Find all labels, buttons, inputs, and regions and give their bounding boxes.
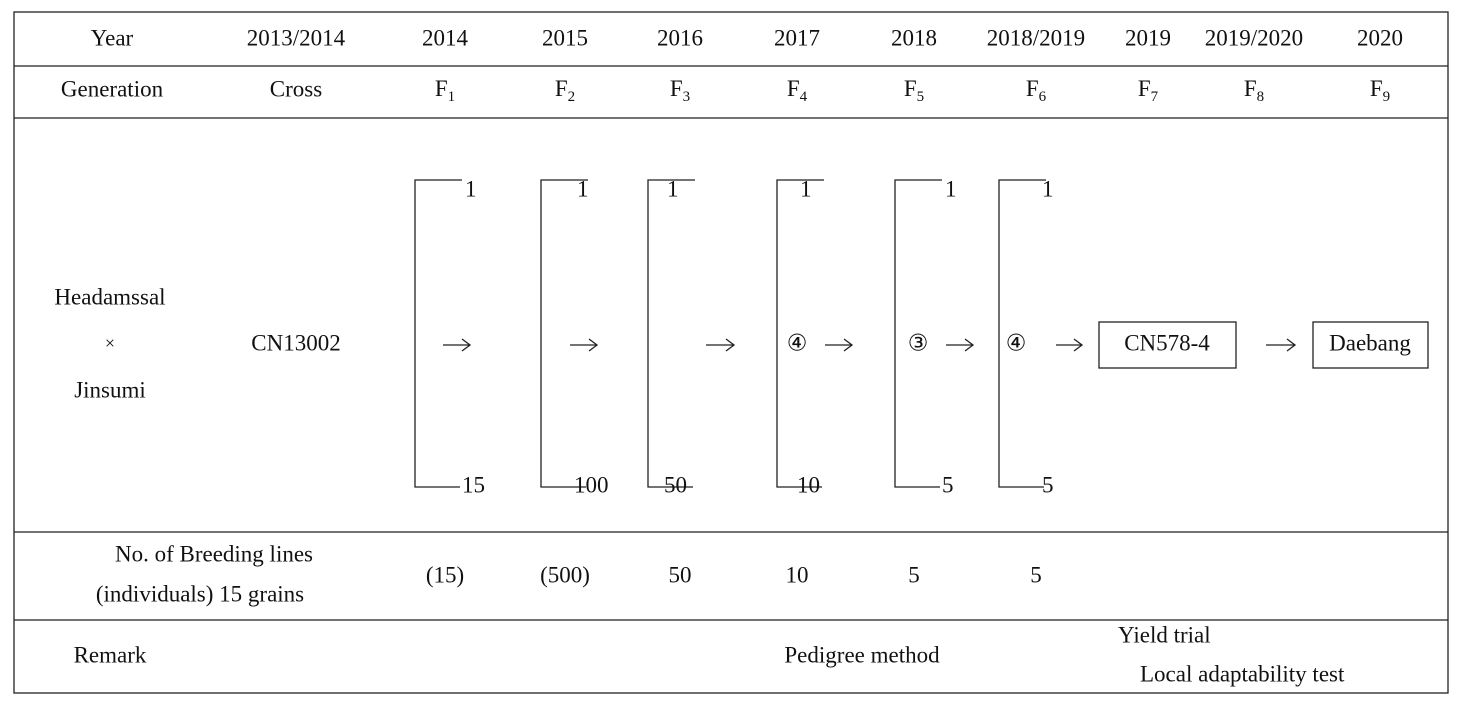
generation-letter: F	[555, 76, 568, 101]
selected-count: ④	[787, 330, 808, 355]
generation-subscript: 8	[1257, 89, 1265, 105]
arrow	[825, 338, 854, 352]
selected-count: ③	[908, 330, 929, 355]
bracket	[540, 179, 588, 488]
year: 2018/2019	[987, 25, 1085, 50]
row-label: No. of Breeding lines	[115, 541, 313, 566]
table-border	[13, 11, 1449, 694]
generation-letter: F	[1026, 76, 1039, 101]
row-label: (individuals) 15 grains	[96, 581, 304, 606]
generation-letter: F	[1138, 76, 1151, 101]
arrow	[1056, 338, 1084, 352]
generation: F2	[555, 76, 575, 105]
arrow	[443, 338, 472, 352]
generation-subscript: 9	[1383, 89, 1391, 105]
cross-sign: ×	[105, 333, 115, 353]
generation-subscript: 5	[917, 89, 925, 105]
row-label: Remark	[74, 642, 147, 667]
bracket	[998, 179, 1046, 488]
bracket-top: 1	[577, 176, 589, 201]
bracket-top: 1	[667, 176, 679, 201]
generation: F5	[904, 76, 924, 105]
year: 2018	[891, 25, 937, 50]
generation-letter: F	[904, 76, 917, 101]
variety-name: Daebang	[1329, 330, 1411, 355]
generation: F3	[670, 76, 690, 105]
row-label: Generation	[61, 76, 164, 101]
generation: F1	[435, 76, 455, 105]
generation-letter: F	[1370, 76, 1383, 101]
parent: Headamssal	[54, 284, 165, 309]
year: 2019/2020	[1205, 25, 1303, 50]
arrow	[706, 338, 736, 352]
line-count: (15)	[426, 562, 464, 587]
cross-label: Cross	[270, 76, 322, 101]
generation-letter: F	[435, 76, 448, 101]
variety-box	[1312, 321, 1429, 369]
generation-subscript: 2	[568, 89, 576, 105]
bracket-bottom: 5	[1042, 472, 1054, 497]
bracket-top: 1	[800, 176, 812, 201]
year: 2013/2014	[247, 25, 346, 50]
arrow	[1266, 338, 1297, 352]
generation: F4	[787, 76, 808, 105]
bracket-top: 1	[945, 176, 957, 201]
arrow	[570, 338, 599, 352]
year: 2020	[1357, 25, 1403, 50]
generation: F7	[1138, 76, 1159, 105]
bracket-bottom: 50	[664, 472, 687, 497]
line-count: 5	[1030, 562, 1042, 587]
generation-letter: F	[787, 76, 800, 101]
bracket-bottom: 5	[942, 472, 954, 497]
bracket	[414, 179, 462, 488]
line-count: (500)	[540, 562, 590, 587]
bracket	[776, 179, 824, 488]
generation: F9	[1370, 76, 1390, 105]
generation-subscript: 6	[1039, 89, 1047, 105]
year: 2019	[1125, 25, 1171, 50]
arrows	[443, 338, 1297, 352]
line-count: 10	[786, 562, 809, 587]
bracket-top: 1	[1042, 176, 1054, 201]
year: 2015	[542, 25, 588, 50]
bracket	[894, 179, 942, 488]
year: 2014	[422, 25, 469, 50]
line-name: CN578-4	[1124, 330, 1210, 355]
row-label: Year	[91, 25, 134, 50]
generation-subscript: 3	[683, 89, 691, 105]
generation-letter: F	[1244, 76, 1257, 101]
remark-text: Yield trial	[1118, 622, 1211, 647]
generation: F8	[1244, 76, 1264, 105]
remark-text: Pedigree method	[784, 642, 940, 667]
generation-subscript: 7	[1151, 89, 1159, 105]
arrow	[946, 338, 975, 352]
line-box	[1098, 321, 1237, 369]
bracket	[647, 179, 695, 488]
bracket-bottom: 100	[574, 472, 609, 497]
bracket-top: 1	[465, 176, 477, 201]
remark-text: Local adaptability test	[1140, 661, 1345, 686]
line-count: 5	[908, 562, 920, 587]
line-count: 50	[669, 562, 692, 587]
bracket-bottom: 15	[462, 472, 485, 497]
bracket-bottom: 10	[797, 472, 820, 497]
cross-name: CN13002	[251, 330, 340, 355]
generation-subscript: 1	[448, 89, 456, 105]
year: 2017	[774, 25, 820, 50]
generation: F6	[1026, 76, 1047, 105]
parent: Jinsumi	[74, 377, 146, 402]
generation-letter: F	[670, 76, 683, 101]
selected-count: ④	[1006, 330, 1027, 355]
generation-subscript: 4	[800, 89, 808, 105]
year: 2016	[657, 25, 703, 50]
